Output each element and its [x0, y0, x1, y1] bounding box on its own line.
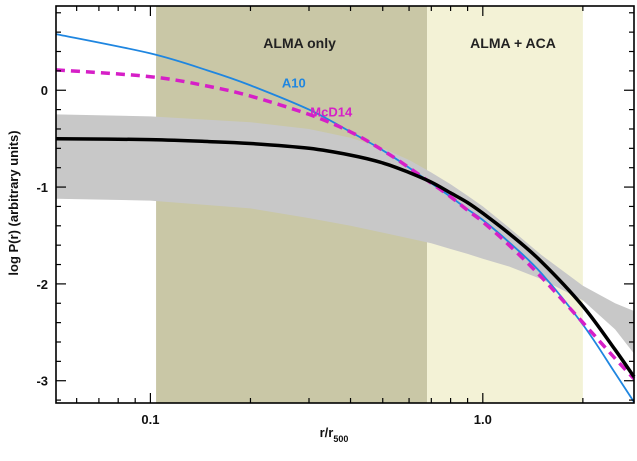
- y-tick-label: 0: [41, 83, 48, 98]
- ticks-layer: 0.1 1.0 0 -1 -2 -3: [36, 6, 634, 427]
- labels-layer: ALMA only ALMA + ACA A10 McD14: [263, 35, 556, 119]
- series-label-mcd14: McD14: [310, 104, 353, 119]
- series-label-a10: A10: [282, 75, 306, 90]
- x-axis-title-main: r/r: [320, 425, 334, 440]
- y-tick-label: -1: [36, 180, 48, 195]
- y-tick-label: -2: [36, 277, 48, 292]
- region-label-alma-only: ALMA only: [263, 35, 336, 51]
- x-axis-title-subscript: 500: [333, 434, 348, 444]
- uncertainty-band: [56, 114, 634, 354]
- x-tick-label: 0.1: [141, 412, 159, 427]
- region-label-alma-aca: ALMA + ACA: [470, 35, 556, 51]
- plot-frame: [55, 5, 635, 404]
- y-axis-title: log P(r) (arbitrary units): [6, 130, 21, 275]
- series-line-best-fit: [55, 136, 636, 378]
- x-tick-label: 1.0: [474, 412, 492, 427]
- y-tick-label: -3: [36, 374, 48, 389]
- series-layer: [55, 33, 636, 403]
- band-layer: [56, 114, 634, 354]
- x-axis-title: r/r500: [320, 425, 349, 444]
